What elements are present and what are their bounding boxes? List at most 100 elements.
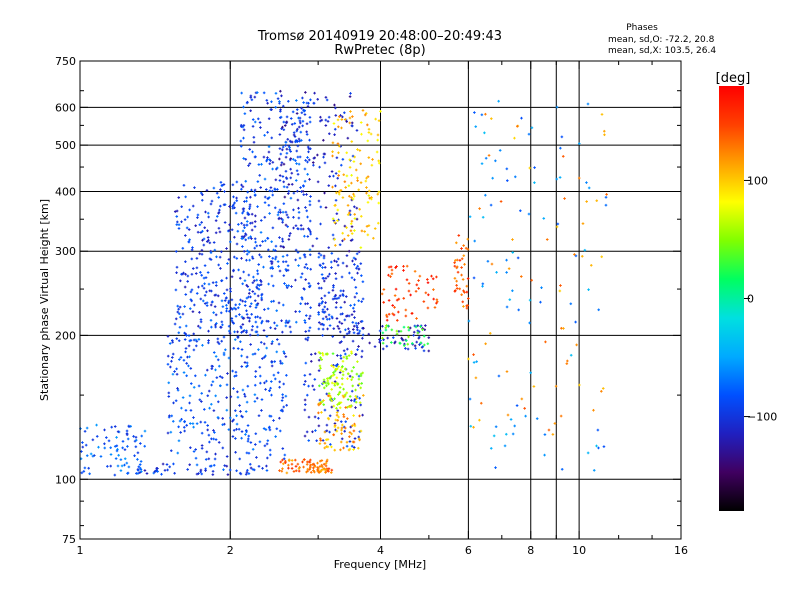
data-point: [308, 138, 311, 142]
data-point: [376, 221, 380, 225]
data-point: [82, 470, 86, 473]
data-point: [175, 265, 179, 269]
data-point: [293, 135, 297, 138]
data-point: [215, 376, 219, 379]
data-point: [186, 355, 189, 359]
data-point: [184, 272, 187, 276]
data-point: [328, 376, 332, 380]
data-point: [586, 102, 590, 106]
data-point: [318, 442, 322, 445]
data-point: [287, 466, 290, 470]
data-point: [305, 393, 309, 397]
data-point: [580, 254, 584, 258]
data-point: [335, 407, 338, 410]
data-point: [348, 121, 352, 125]
data-point: [427, 349, 431, 353]
data-point: [490, 117, 493, 120]
data-point: [212, 437, 215, 441]
data-point: [357, 188, 361, 192]
data-point: [207, 341, 210, 345]
data-point: [306, 469, 310, 473]
data-point: [299, 302, 302, 305]
data-point: [228, 205, 231, 208]
data-point: [264, 354, 267, 358]
data-point: [355, 206, 359, 210]
data-point: [577, 176, 581, 180]
data-point: [312, 466, 315, 470]
data-point: [350, 181, 353, 185]
data-point: [353, 217, 357, 220]
data-point: [596, 428, 600, 432]
data-point: [271, 167, 274, 171]
data-point: [160, 472, 163, 476]
data-point: [223, 422, 226, 426]
data-point: [279, 211, 282, 214]
data-point: [246, 424, 250, 427]
data-point: [176, 304, 180, 308]
data-point: [503, 444, 507, 448]
data-point: [220, 320, 224, 324]
data-point: [282, 180, 285, 184]
data-point: [365, 176, 368, 180]
data-point: [282, 162, 286, 166]
data-point: [462, 305, 465, 308]
data-point: [322, 277, 325, 280]
data-point: [592, 408, 595, 412]
data-point: [251, 150, 254, 154]
data-point: [603, 133, 606, 137]
data-point: [207, 389, 211, 393]
data-point: [140, 434, 144, 438]
data-point: [297, 162, 301, 166]
data-point: [320, 459, 324, 462]
data-point: [330, 315, 334, 319]
data-point: [208, 241, 212, 245]
data-point: [217, 342, 221, 346]
data-point: [222, 183, 226, 186]
data-point: [490, 262, 494, 266]
data-point: [243, 112, 247, 115]
data-point: [340, 340, 343, 343]
data-point: [256, 315, 259, 319]
data-point: [294, 258, 297, 262]
data-point: [185, 226, 189, 230]
data-point: [204, 469, 207, 472]
data-point: [312, 163, 315, 167]
data-point: [334, 272, 337, 275]
data-point: [339, 289, 343, 293]
data-point: [326, 379, 330, 383]
data-point: [351, 259, 354, 263]
data-point: [258, 284, 261, 287]
data-point: [419, 341, 423, 345]
data-point: [322, 378, 326, 382]
data-point: [274, 255, 278, 259]
data-point: [407, 289, 411, 293]
data-point: [489, 203, 493, 207]
data-point: [284, 144, 287, 147]
data-point: [351, 197, 355, 201]
data-point: [216, 416, 220, 419]
data-point: [225, 309, 228, 313]
data-point: [350, 232, 354, 235]
data-point: [345, 120, 348, 123]
data-point: [213, 305, 217, 308]
data-point: [346, 204, 350, 207]
data-point: [344, 426, 347, 430]
data-point: [547, 428, 551, 432]
data-point: [276, 97, 280, 100]
data-point: [322, 386, 326, 390]
data-point: [505, 305, 509, 309]
data-point: [206, 271, 210, 274]
data-point: [424, 291, 428, 295]
data-point: [280, 217, 283, 220]
data-point: [268, 189, 272, 193]
data-point: [456, 270, 460, 274]
data-point: [217, 263, 220, 267]
data-point: [214, 231, 218, 235]
data-point: [197, 472, 200, 475]
data-point: [223, 464, 227, 467]
data-point: [219, 311, 223, 315]
data-point: [334, 199, 338, 202]
data-point: [284, 169, 288, 173]
data-point: [235, 414, 238, 418]
